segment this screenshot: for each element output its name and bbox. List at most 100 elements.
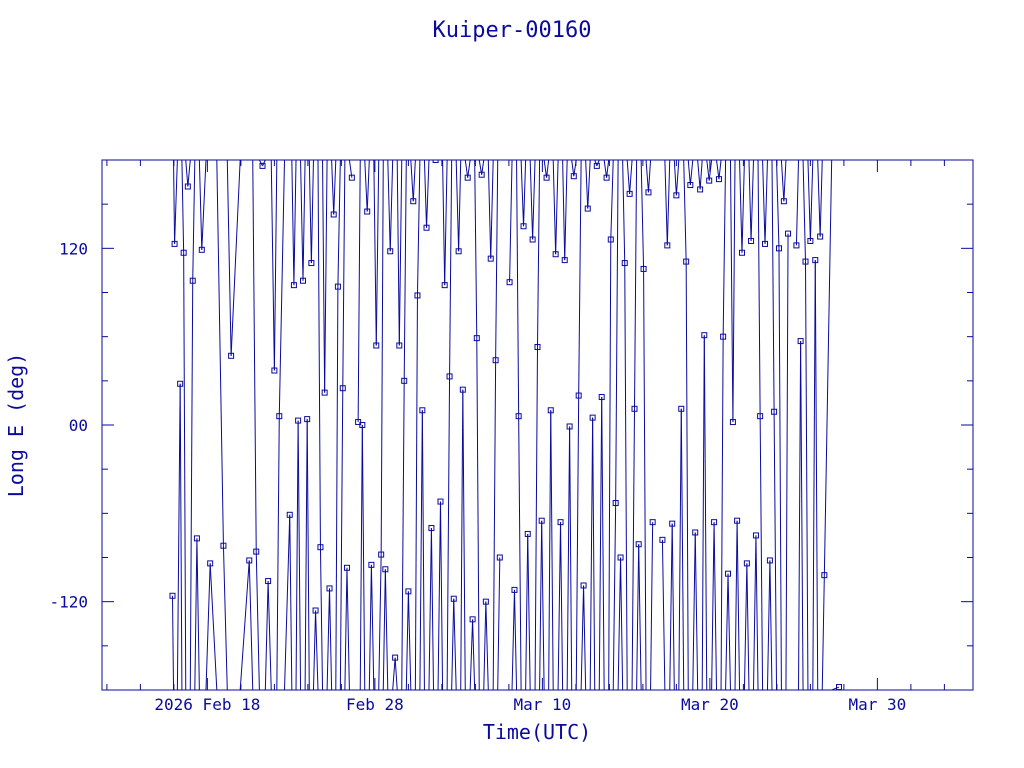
series-line-segment [173, 160, 176, 244]
series-line-segment [446, 376, 451, 690]
series-line-segment [552, 160, 557, 255]
series-line-segment [428, 528, 432, 690]
series-line-segment [778, 248, 782, 690]
data-point [410, 198, 417, 205]
series-line-segment [335, 286, 339, 690]
series-line-segment [732, 160, 736, 423]
series-line-segment [699, 160, 703, 190]
data-point [785, 230, 792, 237]
series-line-segment [449, 160, 453, 377]
series-line-segment [687, 160, 691, 186]
data-point [645, 189, 652, 196]
series-line-segment [711, 522, 715, 690]
series-line-segment [617, 557, 622, 690]
data-point [432, 160, 439, 163]
data-point [683, 258, 690, 265]
data-point [612, 500, 619, 507]
series-line-segment [525, 533, 529, 690]
data-point [534, 343, 541, 350]
series-line-segment [703, 335, 708, 690]
series-line-segment [580, 585, 585, 690]
data-point [538, 517, 545, 524]
series-line-segment [453, 598, 457, 690]
data-point [171, 240, 178, 247]
series-line-segment [817, 160, 821, 237]
series-line-segment [264, 581, 269, 690]
series-line-segment [179, 383, 183, 690]
data-point [575, 392, 582, 399]
series-line-segment [683, 160, 687, 262]
series-line-segment [205, 563, 211, 690]
data-point [584, 205, 591, 212]
data-point [589, 414, 596, 421]
series-line-segment [755, 535, 759, 690]
series-line-segment [534, 346, 538, 690]
data-point [469, 616, 476, 623]
data-point [207, 560, 214, 567]
data-point [598, 394, 605, 401]
series-line-segment [766, 560, 771, 690]
data-point [455, 248, 462, 255]
data-point [687, 182, 694, 189]
series-line-segment [678, 408, 682, 690]
series-line-segment [209, 563, 218, 690]
series-line-segment [739, 160, 743, 253]
series-line-segment [516, 160, 520, 417]
series-line-segment [513, 589, 518, 690]
series-line-segment [769, 560, 773, 690]
data-point [524, 530, 531, 537]
data-point [725, 570, 732, 577]
series-line-segment [291, 160, 295, 286]
x-tick-label: Feb 28 [346, 695, 404, 714]
series-line-segment [598, 397, 603, 690]
series-line-segment [370, 564, 375, 690]
data-point [259, 162, 266, 169]
data-point [392, 654, 399, 661]
series-line-segment [396, 160, 400, 346]
data-point [265, 578, 272, 585]
series-line-segment [437, 501, 441, 690]
series-line-segment [557, 522, 562, 690]
series-line-segment [669, 523, 673, 690]
series-line-segment [527, 533, 531, 690]
data-point [757, 413, 764, 420]
series-line-segment [387, 160, 391, 252]
series-line-segment [293, 160, 297, 286]
series-line-segment [310, 160, 314, 264]
data-point [492, 357, 499, 364]
series-line-segment [564, 160, 568, 261]
series-line-segment [643, 268, 647, 690]
series-line-segment [523, 160, 527, 227]
series-line-segment [716, 160, 720, 180]
series-line-segment [472, 619, 476, 690]
series-line-segment [368, 564, 372, 690]
data-point [228, 352, 235, 359]
series-line-segment [270, 160, 275, 371]
series-line-segment [410, 160, 414, 202]
data-point [387, 248, 394, 255]
data-point [766, 557, 773, 564]
series-line-segment [364, 160, 368, 212]
chart-title: Kuiper-00160 [433, 18, 592, 43]
series-line-segment [518, 416, 522, 690]
data-point [286, 511, 293, 518]
data-point [752, 532, 759, 539]
data-point [797, 338, 804, 345]
data-point [312, 607, 319, 614]
series-line-segment [312, 610, 317, 690]
series-line-segment [196, 538, 200, 690]
series-line-segment [487, 160, 492, 259]
series-line-segment [634, 160, 638, 409]
series-line-segment [176, 383, 181, 690]
series-line-segment [734, 520, 738, 690]
series-line-segment [550, 410, 554, 690]
series-line-segment [671, 523, 675, 690]
data-point [169, 592, 176, 599]
series-line-segment [622, 160, 626, 264]
series-line-segment [800, 341, 804, 690]
axis-ticks [102, 159, 973, 691]
series-line-segment [324, 160, 328, 393]
x-tick-label: 2026 Feb 18 [154, 695, 260, 714]
data-point [821, 572, 828, 579]
